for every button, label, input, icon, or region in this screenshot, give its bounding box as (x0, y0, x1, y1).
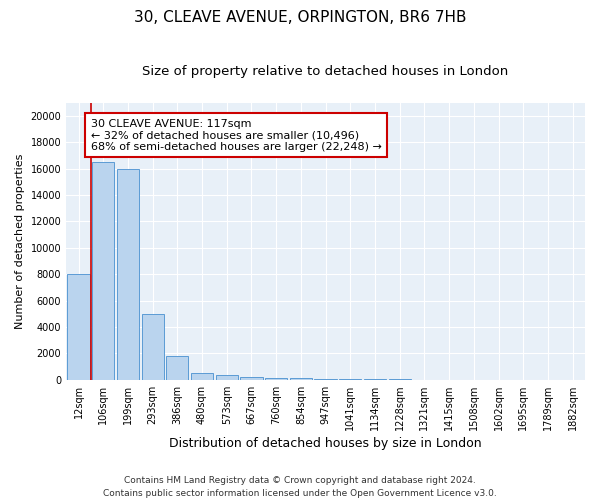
Y-axis label: Number of detached properties: Number of detached properties (15, 154, 25, 329)
Text: Contains HM Land Registry data © Crown copyright and database right 2024.
Contai: Contains HM Land Registry data © Crown c… (103, 476, 497, 498)
Text: 30, CLEAVE AVENUE, ORPINGTON, BR6 7HB: 30, CLEAVE AVENUE, ORPINGTON, BR6 7HB (134, 10, 466, 25)
Bar (339, 379, 361, 380)
Bar (290, 378, 312, 380)
Bar (166, 356, 188, 380)
Bar (314, 379, 337, 380)
Bar (142, 314, 164, 380)
Bar (67, 274, 89, 380)
Bar (117, 168, 139, 380)
Bar (191, 373, 213, 380)
X-axis label: Distribution of detached houses by size in London: Distribution of detached houses by size … (169, 437, 482, 450)
Bar (92, 162, 115, 380)
Text: 30 CLEAVE AVENUE: 117sqm
← 32% of detached houses are smaller (10,496)
68% of se: 30 CLEAVE AVENUE: 117sqm ← 32% of detach… (91, 118, 382, 152)
Bar (215, 375, 238, 380)
Bar (241, 377, 263, 380)
Title: Size of property relative to detached houses in London: Size of property relative to detached ho… (142, 65, 509, 78)
Bar (265, 378, 287, 380)
